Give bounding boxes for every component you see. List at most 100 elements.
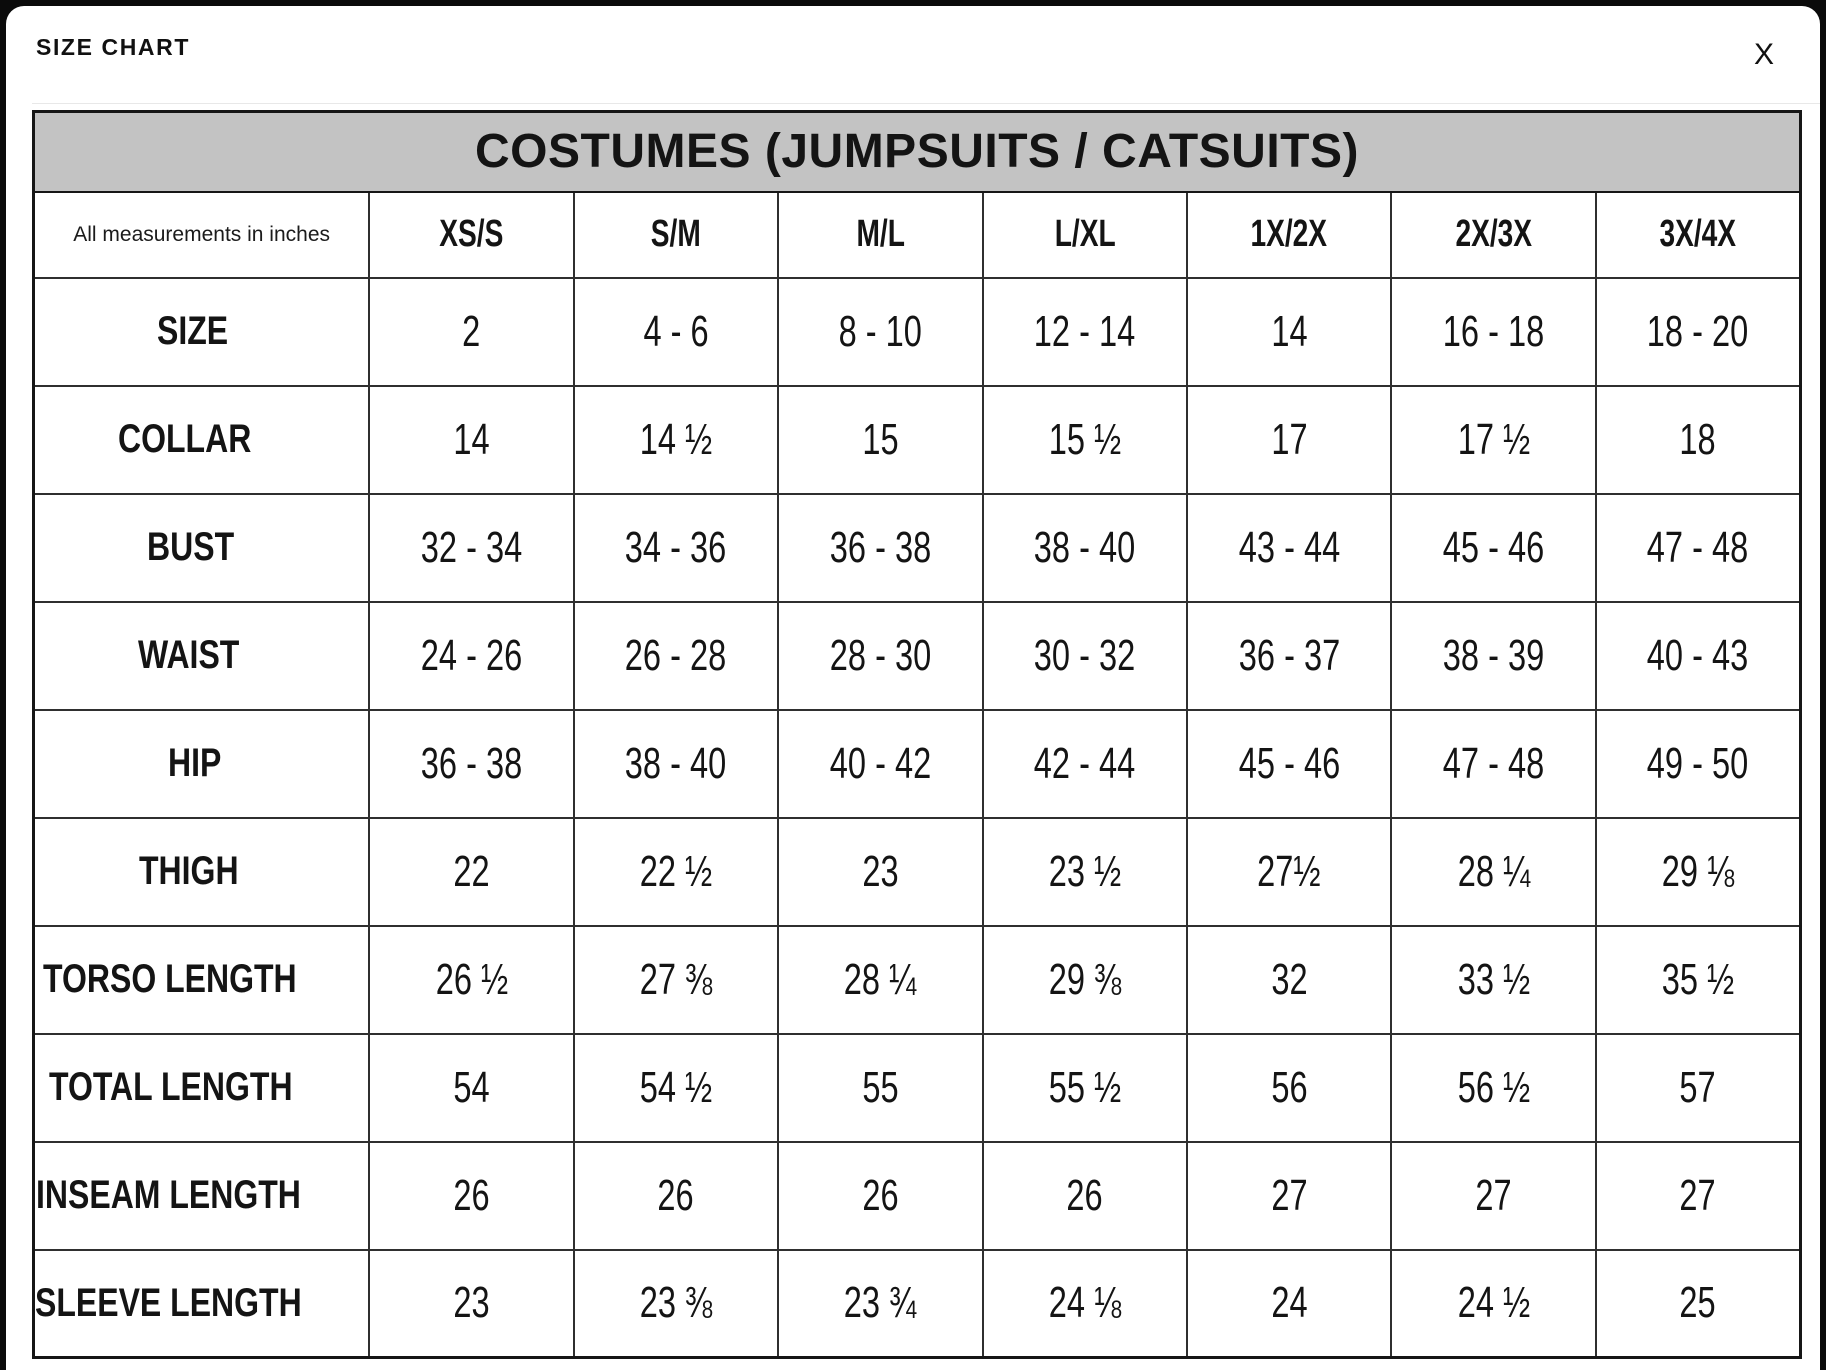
row-label-cell: TORSO LENGTH xyxy=(32,924,371,1035)
table-row: TORSO LENGTH 26 ½ 27 ⅜ 28 ¼ 29 ⅜ 32 33 ½ 35 ½ xyxy=(32,924,1802,1035)
row-label-cell: BUST xyxy=(32,492,371,603)
measurement-value: 45 - 46 xyxy=(1238,738,1340,788)
measurement-cell: 30 - 32 xyxy=(981,600,1189,711)
measurement-value: 33 ½ xyxy=(1457,954,1530,1004)
measurement-cell: 32 xyxy=(1186,924,1393,1035)
measurement-cell: 32 - 34 xyxy=(368,492,575,603)
measurement-value: 34 - 36 xyxy=(625,522,727,572)
measurement-cell: 26 xyxy=(368,1140,575,1251)
measurement-value: 29 ⅜ xyxy=(1048,954,1122,1004)
column-header-s-m: S/M xyxy=(572,190,780,279)
measurement-cell: 28 ¼ xyxy=(1390,816,1597,927)
measurement-value: 25 xyxy=(1679,1278,1717,1328)
measurement-value: 24 ½ xyxy=(1457,1278,1530,1328)
measurement-cell: 26 xyxy=(777,1140,984,1251)
measurement-value: 14 ½ xyxy=(639,414,713,464)
measurement-cell: 45 - 46 xyxy=(1186,708,1393,819)
measurement-cell: 57 xyxy=(1594,1032,1802,1143)
column-header-label: 2X/3X xyxy=(1455,213,1533,255)
measurement-cell: 27 xyxy=(1390,1140,1597,1251)
measurement-value: 55 ½ xyxy=(1048,1062,1122,1112)
measurement-value: 24 - 26 xyxy=(420,630,523,680)
measurement-value: 22 ½ xyxy=(639,846,713,896)
measurement-cell: 22 ½ xyxy=(572,816,780,927)
size-chart-modal: SIZE CHART X COSTUMES (JUMPSUITS / CATSU… xyxy=(6,6,1820,1370)
row-label: TOTAL LENGTH xyxy=(49,1065,293,1109)
row-label-cell: SIZE xyxy=(32,276,371,387)
measurement-cell: 17 ½ xyxy=(1390,384,1597,495)
measurement-cell: 15 ½ xyxy=(981,384,1189,495)
measurement-cell: 8 - 10 xyxy=(777,276,984,387)
row-label-cell: COLLAR xyxy=(32,384,371,495)
measurement-cell: 23 xyxy=(777,816,984,927)
row-label: BUST xyxy=(147,525,235,569)
column-header-label: 3X/4X xyxy=(1659,213,1737,255)
measurement-value: 23 xyxy=(862,846,899,896)
close-icon[interactable]: X xyxy=(1748,36,1780,74)
measurement-value: 27 xyxy=(1679,1170,1717,1220)
measurement-value: 32 xyxy=(1271,954,1308,1004)
measurement-cell: 18 - 20 xyxy=(1594,276,1802,387)
measurement-value: 57 xyxy=(1679,1062,1717,1112)
measurement-cell: 22 xyxy=(368,816,575,927)
measurement-value: 18 xyxy=(1679,414,1717,464)
measurement-value: 28 ¼ xyxy=(1457,846,1530,896)
measurement-value: 26 - 28 xyxy=(625,630,727,680)
measurement-value: 56 ½ xyxy=(1457,1062,1530,1112)
measurement-cell: 18 xyxy=(1594,384,1802,495)
measurement-cell: 45 - 46 xyxy=(1390,492,1597,603)
measurement-value: 2 xyxy=(462,306,481,356)
measurement-value: 28 - 30 xyxy=(829,630,932,680)
measurement-cell: 42 - 44 xyxy=(981,708,1189,819)
column-header-label: XS/S xyxy=(439,213,504,255)
column-header-l-xl: L/XL xyxy=(981,190,1189,279)
table-row: BUST 32 - 34 34 - 36 36 - 38 38 - 40 43 - 44 4… xyxy=(32,492,1802,603)
measurement-cell: 28 - 30 xyxy=(777,600,984,711)
column-header-label: S/M xyxy=(650,213,701,255)
column-header-2x-3x: 2X/3X xyxy=(1390,190,1597,279)
measurement-value: 27 ⅜ xyxy=(639,954,713,1004)
measurement-value: 29 ⅛ xyxy=(1661,846,1735,896)
size-chart-table-container: COSTUMES (JUMPSUITS / CATSUITS) All meas… xyxy=(32,110,1802,1359)
column-header-m-l: M/L xyxy=(777,190,984,279)
measurement-cell: 47 - 48 xyxy=(1594,492,1802,603)
row-label: HIP xyxy=(168,741,222,785)
table-row: HIP 36 - 38 38 - 40 40 - 42 42 - 44 45 - 46 47… xyxy=(32,708,1802,819)
measurement-cell: 38 - 39 xyxy=(1390,600,1597,711)
row-label: SIZE xyxy=(157,309,229,353)
measurement-cell: 26 xyxy=(572,1140,780,1251)
measurement-cell: 56 xyxy=(1186,1032,1393,1143)
column-header-label: 1X/2X xyxy=(1250,213,1328,255)
row-label: THIGH xyxy=(139,849,239,893)
column-header-3x-4x: 3X/4X xyxy=(1594,190,1802,279)
measurement-value: 36 - 38 xyxy=(829,522,932,572)
measurement-cell: 36 - 37 xyxy=(1186,600,1393,711)
measurement-cell: 23 ½ xyxy=(981,816,1189,927)
measurement-cell: 38 - 40 xyxy=(572,708,780,819)
measurement-value: 38 - 40 xyxy=(625,738,727,788)
measurement-cell: 26 - 28 xyxy=(572,600,780,711)
measurement-cell: 17 xyxy=(1186,384,1393,495)
measurement-value: 54 ½ xyxy=(639,1062,713,1112)
table-row: TOTAL LENGTH 54 54 ½ 55 55 ½ 56 56 ½ 57 xyxy=(32,1032,1802,1143)
column-header-xs-s: XS/S xyxy=(368,190,575,279)
row-label: TORSO LENGTH xyxy=(43,957,297,1001)
measurement-cell: 23 ⅜ xyxy=(572,1248,780,1359)
measurement-value: 47 - 48 xyxy=(1443,738,1545,788)
measurement-cell: 55 xyxy=(777,1032,984,1143)
measurement-cell: 38 - 40 xyxy=(981,492,1189,603)
measurement-value: 4 - 6 xyxy=(643,306,709,356)
measurement-value: 30 - 32 xyxy=(1034,630,1136,680)
measurement-value: 26 xyxy=(657,1170,695,1220)
measurement-value: 24 ⅛ xyxy=(1048,1278,1122,1328)
measurement-value: 17 ½ xyxy=(1457,414,1530,464)
measurement-cell: 35 ½ xyxy=(1594,924,1802,1035)
measurement-value: 14 xyxy=(1271,306,1308,356)
measurement-cell: 40 - 42 xyxy=(777,708,984,819)
measurement-value: 26 xyxy=(862,1170,899,1220)
table-row: THIGH 22 22 ½ 23 23 ½ 27½ 28 ¼ 29 ⅛ xyxy=(32,816,1802,927)
measurement-cell: 23 xyxy=(368,1248,575,1359)
table-row: WAIST 24 - 26 26 - 28 28 - 30 30 - 32 36 - 37… xyxy=(32,600,1802,711)
measurement-cell: 14 xyxy=(1186,276,1393,387)
measurement-cell: 24 ½ xyxy=(1390,1248,1597,1359)
